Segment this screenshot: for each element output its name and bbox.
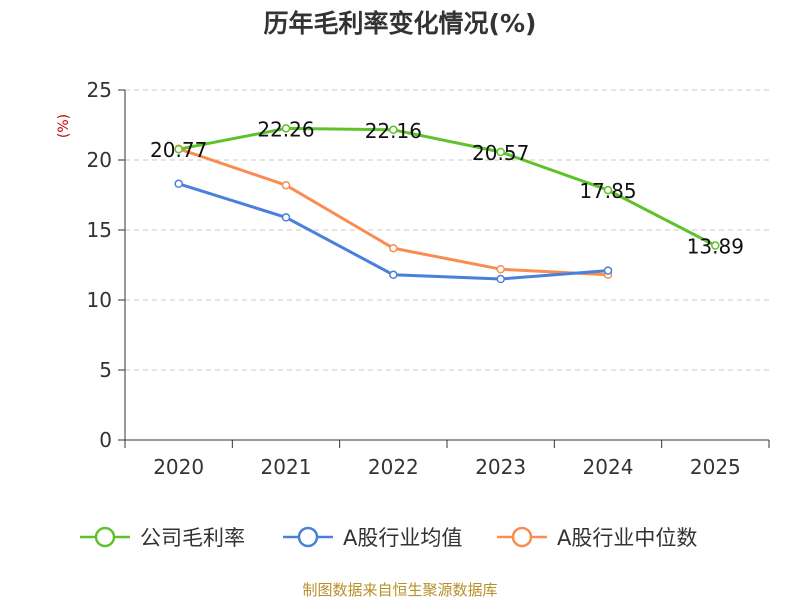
legend-label: 公司毛利率 — [140, 526, 245, 550]
data-label: 13.89 — [687, 235, 744, 259]
data-label: 22.26 — [257, 117, 314, 141]
legend: 公司毛利率 A股行业均值 A股行业中位数 — [80, 526, 697, 550]
y-tick-label: 15 — [87, 218, 112, 242]
data-point — [711, 241, 720, 250]
data-labels: 20.77 22.26 22.16 20.57 17.85 13.89 — [150, 117, 744, 258]
data-point — [603, 185, 613, 195]
x-tick-label: 2024 — [583, 455, 634, 479]
y-tick-label: 25 — [87, 78, 112, 102]
legend-label: A股行业中位数 — [557, 526, 697, 550]
x-tick-label: 2023 — [475, 455, 526, 479]
data-point — [496, 274, 505, 284]
y-tick-label: 5 — [99, 358, 112, 382]
legend-item-2: A股行业中位数 — [497, 526, 697, 550]
data-point — [496, 264, 505, 274]
data-label: 20.77 — [150, 138, 207, 162]
data-point — [174, 144, 183, 154]
x-tick-label: 2020 — [153, 455, 204, 479]
source-note: 制图数据来自恒生聚源数据库 — [302, 581, 497, 599]
chart-title: 历年毛利率变化情况(%) — [264, 9, 537, 38]
data-point — [389, 270, 398, 280]
legend-circle-icon — [511, 526, 533, 548]
data-point — [281, 124, 291, 133]
data-label: 17.85 — [579, 179, 636, 203]
data-point — [496, 147, 505, 157]
series-line-0 — [178, 126, 716, 247]
x-tick-label: 2021 — [261, 455, 312, 479]
data-point — [281, 180, 291, 190]
data-point — [281, 213, 291, 222]
data-point — [603, 266, 613, 275]
data-label: 20.57 — [472, 141, 529, 165]
legend-item-0: 公司毛利率 — [80, 526, 245, 550]
y-tick-label: 20 — [87, 148, 112, 172]
x-tick-label: 2025 — [690, 455, 741, 479]
legend-item-1: A股行业均值 — [283, 526, 462, 550]
series-line-1 — [178, 182, 609, 281]
data-point — [389, 243, 398, 253]
legend-circle-icon — [297, 526, 319, 548]
y-tick-label: 0 — [99, 428, 112, 452]
y-axis-unit: (%) — [56, 114, 72, 138]
series-lines — [174, 124, 720, 284]
y-tick-label: 10 — [87, 288, 112, 312]
grid-lines — [125, 89, 769, 371]
legend-circle-icon — [94, 526, 116, 548]
data-point — [389, 125, 398, 135]
data-point — [174, 179, 183, 189]
x-tick-label: 2022 — [368, 455, 419, 479]
legend-label: A股行业均值 — [343, 526, 462, 550]
data-label: 22.16 — [365, 119, 422, 143]
